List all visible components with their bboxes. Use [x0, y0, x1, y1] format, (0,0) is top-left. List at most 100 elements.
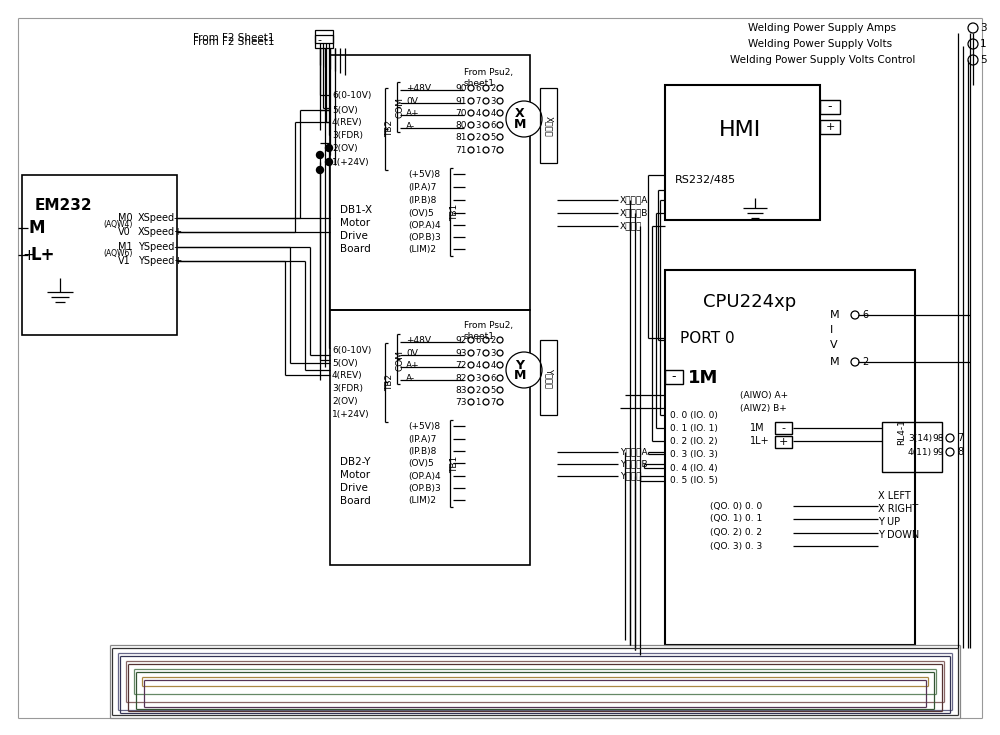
Text: RS232/485: RS232/485 — [675, 175, 736, 185]
Text: Drive: Drive — [340, 231, 368, 241]
Text: +48V: +48V — [406, 335, 431, 345]
Circle shape — [468, 134, 474, 140]
Circle shape — [497, 147, 503, 153]
Text: +: + — [778, 437, 788, 447]
Text: 1: 1 — [980, 39, 987, 49]
Text: TB1: TB1 — [450, 204, 460, 220]
Circle shape — [468, 350, 474, 356]
Text: 92: 92 — [456, 335, 467, 345]
Text: YSpeed-: YSpeed- — [138, 242, 178, 252]
Text: 3: 3 — [980, 23, 987, 33]
Circle shape — [468, 362, 474, 368]
Text: 0. 3 (IO. 3): 0. 3 (IO. 3) — [670, 450, 718, 459]
Text: 3: 3 — [490, 96, 496, 106]
Circle shape — [326, 145, 332, 151]
Circle shape — [497, 110, 503, 116]
Text: -: - — [828, 101, 832, 113]
Circle shape — [483, 387, 489, 393]
Text: Board: Board — [340, 496, 371, 506]
Text: (IP.A)7: (IP.A)7 — [408, 434, 436, 443]
Text: 8: 8 — [957, 447, 963, 457]
Text: CPU224xp: CPU224xp — [703, 293, 797, 311]
Text: Y: Y — [516, 359, 524, 371]
Text: V0: V0 — [118, 227, 131, 237]
Text: 4(REV): 4(REV) — [332, 370, 363, 379]
Text: X: X — [515, 107, 525, 120]
Text: A+: A+ — [406, 360, 420, 370]
Circle shape — [316, 167, 324, 173]
Text: 73: 73 — [456, 398, 467, 406]
Text: Y编码器A: Y编码器A — [620, 448, 648, 456]
Text: X编码器A: X编码器A — [620, 196, 648, 204]
Text: 0. 1 (IO. 1): 0. 1 (IO. 1) — [670, 423, 718, 432]
Text: A-: A- — [406, 121, 415, 131]
Text: sheet1: sheet1 — [464, 331, 495, 340]
Bar — [330, 55, 530, 310]
Circle shape — [468, 110, 474, 116]
Text: M: M — [830, 310, 840, 320]
Text: DB2-Y: DB2-Y — [340, 457, 370, 467]
Text: -: - — [317, 35, 321, 45]
Text: 3: 3 — [490, 348, 496, 357]
Text: 3(14): 3(14) — [908, 434, 932, 442]
Text: 6: 6 — [490, 373, 496, 382]
Text: +48V: +48V — [406, 84, 431, 93]
Circle shape — [468, 399, 474, 405]
Text: -: - — [317, 29, 322, 43]
Text: Motor: Motor — [340, 470, 370, 480]
Text: 3(FDR): 3(FDR) — [332, 131, 363, 140]
Text: 93: 93 — [456, 348, 467, 357]
Text: (AIWO) A+: (AIWO) A+ — [740, 390, 788, 400]
Text: M: M — [514, 368, 526, 381]
Circle shape — [468, 337, 474, 343]
Circle shape — [946, 434, 954, 442]
Text: 90: 90 — [456, 84, 467, 93]
Text: 4(11): 4(11) — [908, 448, 932, 456]
Circle shape — [468, 375, 474, 381]
Text: 7: 7 — [957, 433, 963, 443]
Text: 5: 5 — [980, 55, 987, 65]
Text: RL4-1: RL4-1 — [898, 419, 906, 445]
Circle shape — [851, 358, 859, 366]
Text: (OP.B)3: (OP.B)3 — [408, 484, 441, 492]
Text: TB2: TB2 — [386, 120, 394, 137]
Text: -: - — [672, 370, 676, 384]
Text: 2(OV): 2(OV) — [332, 143, 358, 152]
Text: +: + — [22, 248, 35, 262]
Text: 6: 6 — [475, 84, 481, 93]
Text: 1(+24V): 1(+24V) — [332, 409, 370, 418]
Text: 98: 98 — [932, 434, 944, 442]
Circle shape — [851, 311, 859, 319]
Text: V1: V1 — [118, 256, 131, 266]
Bar — [540, 340, 557, 415]
Text: From Psu2,: From Psu2, — [464, 320, 513, 329]
Text: 6: 6 — [862, 310, 868, 320]
Text: (OP.B)3: (OP.B)3 — [408, 232, 441, 242]
Circle shape — [968, 55, 978, 65]
Text: 3: 3 — [475, 373, 481, 382]
Text: Board: Board — [340, 244, 371, 254]
Text: COM: COM — [396, 350, 404, 370]
Text: Y DOWN: Y DOWN — [878, 530, 919, 540]
Text: 3: 3 — [475, 121, 481, 129]
Circle shape — [968, 23, 978, 33]
Text: Welding Power Supply Amps: Welding Power Supply Amps — [748, 23, 896, 33]
Circle shape — [468, 98, 474, 104]
Text: M: M — [28, 219, 44, 237]
Text: 2: 2 — [490, 84, 496, 93]
Circle shape — [483, 147, 489, 153]
Circle shape — [483, 375, 489, 381]
Bar — [665, 85, 820, 220]
Text: (OP.A)4: (OP.A)4 — [408, 471, 441, 481]
Text: 2(OV): 2(OV) — [332, 396, 358, 406]
Text: 81: 81 — [456, 132, 467, 142]
Text: 7: 7 — [475, 348, 481, 357]
Text: A+: A+ — [406, 109, 420, 118]
Text: From F2 Sheet1: From F2 Sheet1 — [193, 33, 274, 43]
Text: M: M — [830, 357, 840, 367]
Bar — [820, 100, 840, 114]
Circle shape — [468, 85, 474, 91]
Circle shape — [483, 399, 489, 405]
Text: Welding Power Supply Volts Control: Welding Power Supply Volts Control — [730, 55, 915, 65]
Text: XSpeed-: XSpeed- — [138, 213, 179, 223]
